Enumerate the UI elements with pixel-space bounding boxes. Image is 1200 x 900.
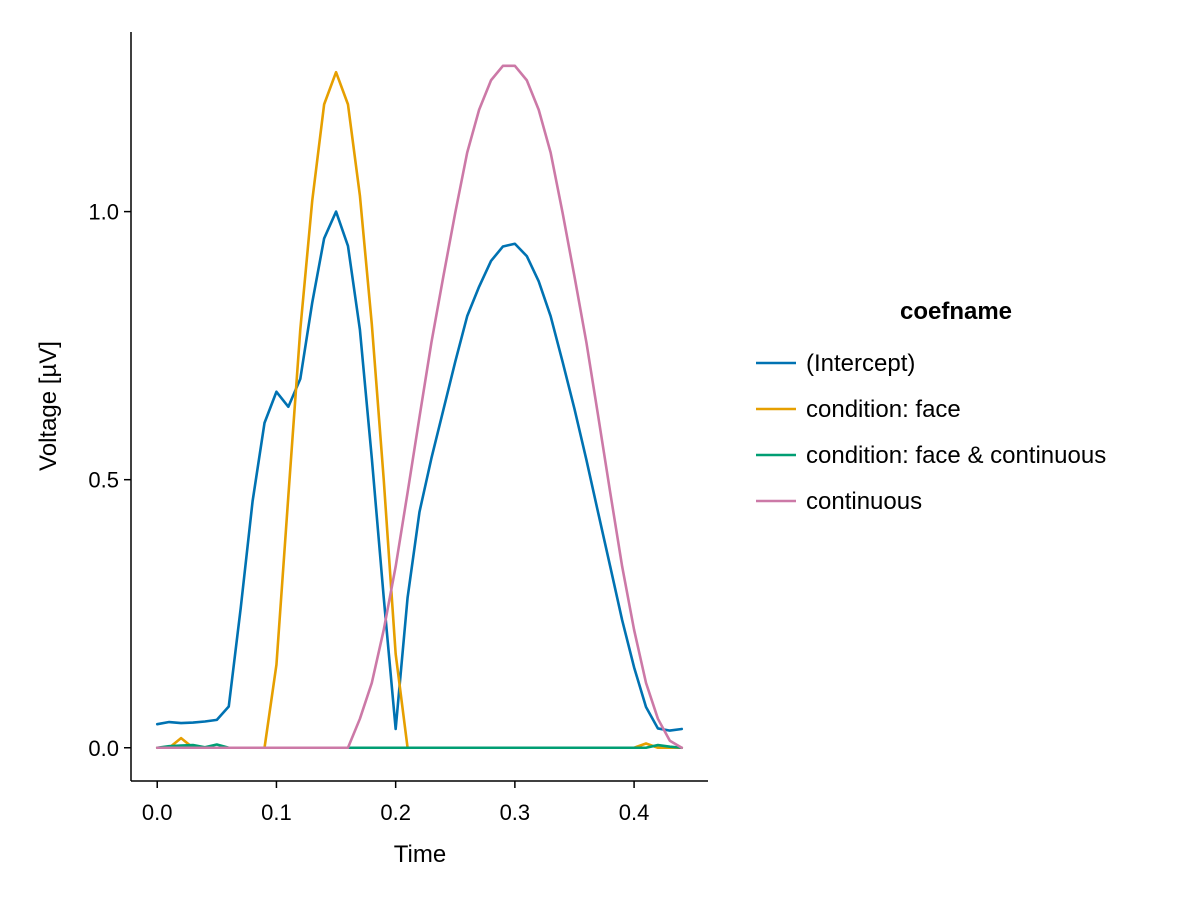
legend-label: condition: face & continuous	[806, 442, 1106, 469]
y-axis-title: Voltage [µV]	[35, 341, 62, 471]
x-tick-label: 0.1	[261, 800, 292, 825]
legend-title: coefname	[900, 298, 1012, 325]
y-ticks: 0.0 0.5 1.0	[88, 200, 131, 761]
x-axis-title: Time	[394, 841, 446, 868]
plot-lines	[155, 64, 684, 750]
x-tick-label: 0.2	[380, 800, 411, 825]
y-tick-label: 1.0	[88, 200, 119, 225]
y-tick-label: 0.0	[88, 736, 119, 761]
series-line-0	[155, 210, 684, 732]
x-tick-label: 0.0	[142, 800, 173, 825]
legend-items: (Intercept) condition: face condition: fac…	[756, 350, 1106, 515]
x-tick-label: 0.3	[500, 800, 531, 825]
y-tick-label: 0.5	[88, 468, 119, 493]
legend-label: (Intercept)	[806, 350, 915, 377]
x-tick-label: 0.4	[619, 800, 650, 825]
legend: coefname (Intercept) condition: face condi…	[756, 298, 1106, 515]
legend-label: condition: face	[806, 396, 961, 423]
x-ticks: 0.0 0.1 0.2 0.3 0.4	[142, 781, 649, 825]
legend-label: continuous	[806, 488, 922, 515]
series-line-3	[155, 64, 684, 750]
